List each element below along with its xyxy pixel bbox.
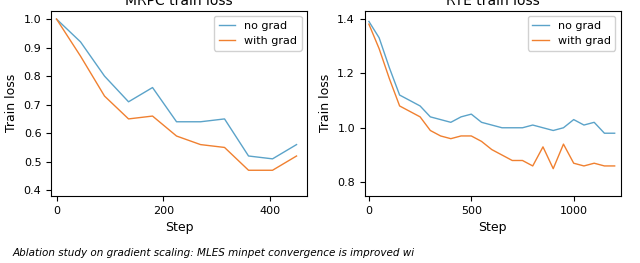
- with grad: [590, 162, 598, 165]
- with grad: [396, 104, 403, 108]
- Text: Ablation study on gradient scaling: MLES minpet convergence is improved wi: Ablation study on gradient scaling: MLES…: [13, 248, 415, 258]
- Title: MRPC train loss: MRPC train loss: [125, 0, 233, 8]
- with grad: [559, 143, 567, 146]
- with grad: [269, 169, 276, 172]
- no grad: [221, 117, 228, 120]
- no grad: [269, 157, 276, 160]
- with grad: [488, 148, 495, 151]
- no grad: [590, 121, 598, 124]
- no grad: [148, 86, 156, 89]
- X-axis label: Step: Step: [479, 221, 507, 234]
- no grad: [173, 120, 180, 123]
- no grad: [580, 123, 588, 127]
- with grad: [365, 23, 372, 26]
- with grad: [580, 164, 588, 168]
- no grad: [559, 126, 567, 129]
- no grad: [196, 120, 204, 123]
- Line: with grad: with grad: [56, 19, 296, 170]
- no grad: [488, 123, 495, 127]
- no grad: [426, 115, 434, 118]
- with grad: [196, 143, 204, 146]
- with grad: [148, 114, 156, 118]
- no grad: [611, 132, 618, 135]
- no grad: [365, 20, 372, 23]
- with grad: [173, 134, 180, 138]
- no grad: [406, 99, 413, 102]
- no grad: [539, 126, 547, 129]
- no grad: [477, 121, 485, 124]
- with grad: [416, 115, 424, 118]
- no grad: [457, 115, 465, 118]
- no grad: [244, 154, 252, 158]
- Title: RTE train loss: RTE train loss: [446, 0, 540, 8]
- with grad: [436, 134, 444, 138]
- with grad: [292, 154, 300, 158]
- with grad: [77, 55, 84, 58]
- with grad: [447, 137, 454, 140]
- Y-axis label: Train loss: Train loss: [5, 74, 18, 132]
- no grad: [467, 113, 475, 116]
- with grad: [529, 164, 536, 168]
- no grad: [100, 74, 108, 78]
- no grad: [600, 132, 608, 135]
- no grad: [518, 126, 526, 129]
- Y-axis label: Train loss: Train loss: [319, 74, 332, 132]
- with grad: [570, 162, 577, 165]
- with grad: [385, 77, 393, 80]
- no grad: [396, 93, 403, 97]
- no grad: [508, 126, 516, 129]
- with grad: [508, 159, 516, 162]
- with grad: [549, 167, 557, 170]
- no grad: [125, 100, 132, 103]
- Line: no grad: no grad: [369, 21, 614, 133]
- no grad: [447, 121, 454, 124]
- no grad: [529, 123, 536, 127]
- no grad: [292, 143, 300, 146]
- with grad: [498, 153, 506, 156]
- with grad: [426, 129, 434, 132]
- with grad: [600, 164, 608, 168]
- no grad: [52, 18, 60, 21]
- no grad: [416, 104, 424, 108]
- with grad: [100, 94, 108, 98]
- with grad: [611, 164, 618, 168]
- Line: with grad: with grad: [369, 24, 614, 169]
- no grad: [385, 66, 393, 69]
- with grad: [457, 134, 465, 138]
- no grad: [77, 40, 84, 43]
- no grad: [570, 118, 577, 121]
- X-axis label: Step: Step: [165, 221, 193, 234]
- with grad: [125, 117, 132, 120]
- no grad: [498, 126, 506, 129]
- Legend: no grad, with grad: no grad, with grad: [528, 16, 615, 50]
- with grad: [467, 134, 475, 138]
- Line: no grad: no grad: [56, 19, 296, 159]
- with grad: [52, 18, 60, 21]
- with grad: [221, 146, 228, 149]
- with grad: [375, 47, 383, 50]
- with grad: [539, 145, 547, 148]
- no grad: [549, 129, 557, 132]
- Legend: no grad, with grad: no grad, with grad: [214, 16, 301, 50]
- with grad: [518, 159, 526, 162]
- no grad: [436, 118, 444, 121]
- no grad: [375, 36, 383, 39]
- with grad: [406, 110, 413, 113]
- with grad: [477, 140, 485, 143]
- with grad: [244, 169, 252, 172]
